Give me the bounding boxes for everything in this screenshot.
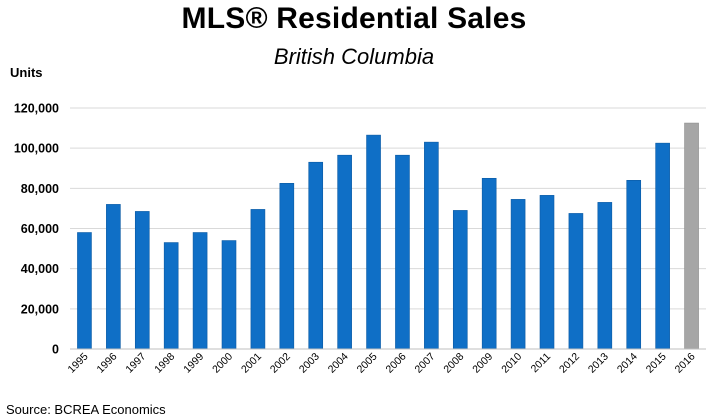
bar-2012 — [568, 213, 584, 350]
x-tick-label: 2013 — [586, 351, 611, 376]
bar-2010 — [510, 199, 526, 350]
y-axis-label: Units — [10, 65, 43, 80]
x-tick-label: 2015 — [644, 351, 669, 376]
bar-2015 — [655, 142, 670, 350]
x-tick-label: 2009 — [470, 351, 495, 376]
y-tick-label: 40,000 — [21, 262, 59, 276]
bar-2004 — [337, 154, 352, 350]
chart-subtitle: British Columbia — [273, 44, 435, 69]
bar-1997 — [134, 211, 150, 350]
bar-2013 — [597, 202, 613, 350]
source-note: Source: BCREA Economics — [6, 402, 166, 417]
x-tick-label: 2007 — [412, 351, 437, 376]
bar-1999 — [192, 232, 208, 350]
x-axis-ticks: 1995 1996 1997 1998 1999 2000 2001 2002 2003 2004… — [66, 351, 698, 376]
y-tick-label: 100,000 — [14, 142, 59, 156]
bar-2003 — [308, 161, 324, 350]
x-tick-label: 1997 — [123, 351, 148, 376]
x-tick-label: 2008 — [441, 351, 466, 376]
bars — [77, 122, 699, 350]
x-tick-label: 2010 — [499, 351, 524, 376]
y-tick-label: 60,000 — [21, 222, 59, 236]
y-tick-label: 120,000 — [14, 102, 59, 116]
bar-2014 — [626, 180, 642, 350]
bar-2007 — [424, 141, 439, 350]
x-tick-label: 2003 — [297, 351, 322, 376]
x-tick-label: 2016 — [673, 351, 698, 376]
x-tick-label: 2002 — [268, 351, 293, 376]
x-tick-label: 1995 — [66, 351, 91, 376]
x-tick-label: 2005 — [355, 351, 380, 376]
x-tick-label: 2001 — [239, 351, 264, 376]
y-tick-label: 0 — [52, 343, 59, 357]
x-tick-label: 2000 — [210, 351, 235, 376]
bar-2011 — [539, 195, 555, 350]
bar-2016 — [684, 122, 699, 350]
x-tick-label: 2011 — [529, 351, 554, 376]
bar-2001 — [250, 209, 266, 350]
bar-2006 — [395, 154, 410, 350]
y-tick-label: 20,000 — [21, 302, 59, 316]
y-tick-label: 80,000 — [21, 182, 59, 196]
bar-2005 — [366, 134, 381, 350]
y-axis-ticks: 0 20,000 40,000 60,000 80,000 100,000 120,000 — [14, 102, 59, 357]
bar-2000 — [221, 240, 237, 350]
x-tick-label: 1999 — [181, 351, 206, 376]
bar-2002 — [279, 183, 295, 350]
x-tick-label: 1998 — [152, 351, 177, 376]
x-tick-label: 1996 — [94, 351, 119, 376]
chart-title: MLS® Residential Sales — [181, 2, 527, 35]
bar-2008 — [452, 210, 468, 350]
x-tick-label: 2012 — [557, 351, 582, 376]
x-tick-label: 2004 — [326, 351, 351, 376]
bar-1998 — [163, 242, 179, 350]
x-tick-label: 2006 — [384, 351, 409, 376]
bar-2009 — [481, 177, 497, 350]
bar-1995 — [77, 232, 92, 350]
bar-1996 — [106, 204, 121, 350]
x-tick-label: 2014 — [615, 351, 640, 376]
